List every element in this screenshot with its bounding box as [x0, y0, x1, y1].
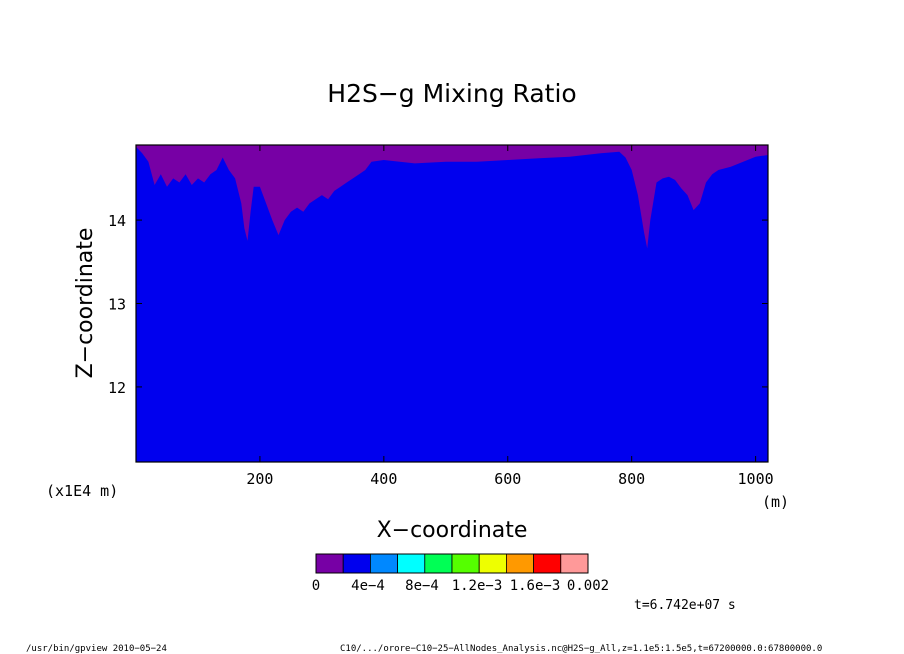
colorbar-swatch-9: [560, 553, 589, 574]
y-multiplier-label: (x1E4 m): [46, 482, 118, 500]
colorbar-swatch-8: [533, 553, 562, 574]
x-unit-label: (m): [762, 493, 789, 511]
chart-title: H2S−g Mixing Ratio: [327, 79, 576, 108]
colorbar-swatch-0: [315, 553, 344, 574]
footer-source: C10/.../orore−C10−25−AllNodes_Analysis.n…: [340, 644, 822, 654]
colorbar-frame: [315, 553, 589, 574]
colorbar: 0 4e−4 8e−4 1.2e−3 1.6e−3 0.002: [312, 553, 609, 594]
x-tick-label: 200: [246, 470, 273, 488]
x-tick-label: 1000: [738, 470, 774, 488]
y-tick-label: 13: [108, 296, 126, 314]
x-tick-label: 600: [494, 470, 521, 488]
top-purple-band: [136, 145, 768, 249]
timestamp-label: t=6.742e+07 s: [634, 598, 736, 613]
y-axis-ticks: 12 13 14: [108, 212, 768, 397]
colorbar-swatch-1: [342, 553, 371, 574]
colorbar-swatch-3: [397, 553, 426, 574]
colorbar-label: 0.002: [567, 578, 609, 594]
colorbar-label: 1.6e−3: [510, 578, 561, 594]
plot-background: [136, 145, 768, 462]
colorbar-swatch-4: [424, 553, 453, 574]
colorbar-swatch-6: [478, 553, 507, 574]
plot-area: [135, 144, 769, 463]
x-axis-label: X−coordinate: [377, 518, 528, 543]
x-tick-label: 800: [618, 470, 645, 488]
footer-program: /usr/bin/gpview 2010−05−24: [26, 644, 167, 654]
x-tick-label: 400: [370, 470, 397, 488]
colorbar-swatch-7: [505, 553, 534, 574]
colorbar-label: 1.2e−3: [452, 578, 503, 594]
colorbar-label: 0: [312, 578, 320, 594]
colorbar-label: 4e−4: [351, 578, 385, 594]
x-axis-ticks: 200 400 600 800 1000: [246, 145, 774, 488]
colorbar-swatch-2: [369, 553, 398, 574]
y-axis-label: Z−coordinate: [73, 228, 98, 379]
y-tick-label: 12: [108, 379, 126, 397]
colorbar-label: 8e−4: [405, 578, 439, 594]
colorbar-swatch-5: [451, 553, 480, 574]
y-tick-label: 14: [108, 212, 126, 230]
